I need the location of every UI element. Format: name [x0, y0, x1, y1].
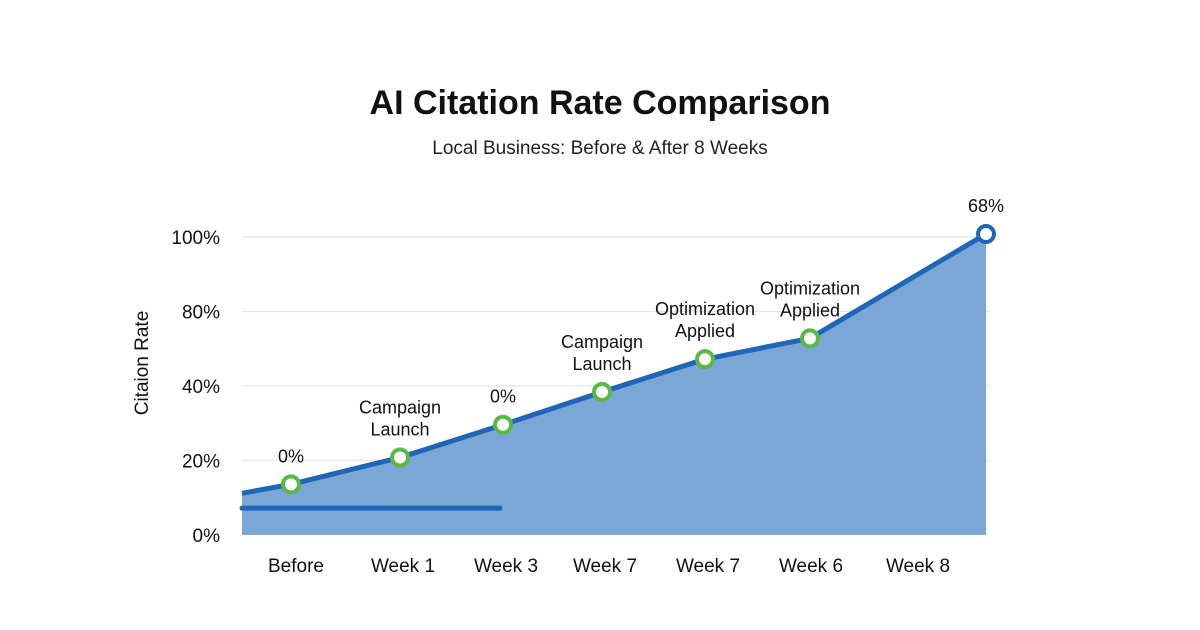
x-tick-label: Week 7 [676, 556, 740, 577]
data-point [592, 381, 612, 402]
y-tick-label: 0% [193, 526, 221, 547]
data-label: Launch [572, 354, 631, 374]
data-point [800, 328, 820, 349]
chart-title: AI Citation Rate Comparison [369, 84, 831, 122]
y-tick-label: 20% [182, 452, 220, 473]
data-label: Applied [780, 300, 840, 320]
data-label: 0% [490, 387, 516, 407]
data-label: 0% [278, 446, 304, 466]
series-line [241, 231, 988, 496]
y-tick-label: 40% [182, 377, 220, 398]
data-label: Launch [370, 420, 429, 440]
x-tick-label: Before [268, 556, 324, 577]
data-point [976, 224, 996, 245]
y-tick-label: 80% [182, 303, 220, 324]
x-tick-label: Week 6 [779, 556, 843, 577]
x-tick-label: Week 8 [886, 556, 950, 577]
data-label: 68% [968, 196, 1004, 216]
data-label: Applied [675, 321, 735, 341]
data-point [695, 349, 715, 370]
data-label: Optimization [760, 278, 860, 298]
data-point [493, 414, 513, 435]
data-point [281, 474, 301, 495]
area-fill [242, 234, 986, 535]
chart-subtitle: Local Business: Before & After 8 Weeks [432, 138, 768, 159]
y-tick-label: 100% [171, 228, 220, 249]
data-label: Campaign [561, 332, 643, 352]
data-label: Campaign [359, 398, 441, 418]
data-label: Optimization [655, 299, 755, 319]
x-tick-label: Week 7 [573, 556, 637, 577]
y-axis-label: Citaion Rate [132, 311, 153, 416]
data-point [390, 447, 410, 468]
x-tick-label: Week 1 [371, 556, 435, 577]
x-tick-label: Week 3 [474, 556, 538, 577]
